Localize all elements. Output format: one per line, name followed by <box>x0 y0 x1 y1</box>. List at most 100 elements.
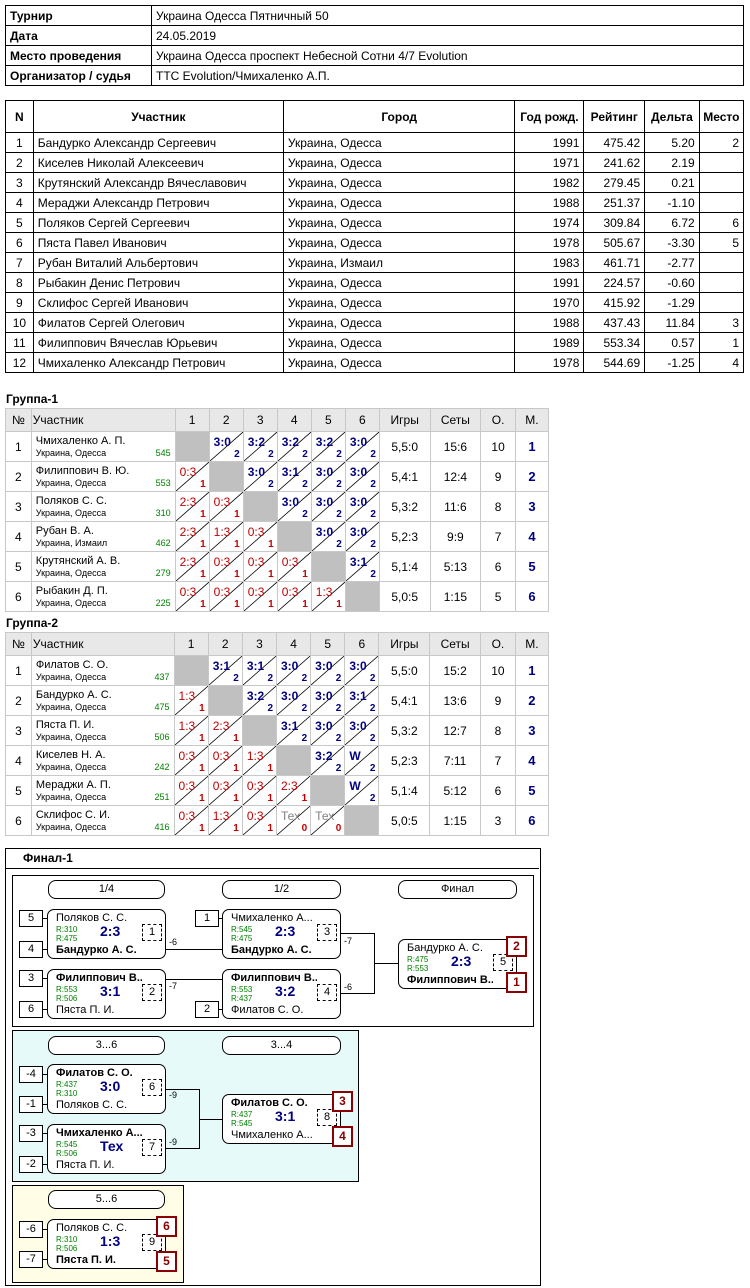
match-result-cell: 3:1 2 <box>344 685 380 716</box>
group-row-number: 5 <box>5 551 32 582</box>
match-result-cell: 0:3 1 <box>173 775 209 806</box>
participant-cell: 544.69 <box>583 352 646 373</box>
round-label-final: Финал <box>398 880 517 899</box>
participant-cell: 5.20 <box>644 132 700 153</box>
seed-box: -1 <box>19 1096 43 1113</box>
match-result: 0:3 1 <box>209 552 243 581</box>
group-points: 7 <box>480 521 516 552</box>
match-box-8[interactable]: Филатов С. О. R:437 R:545 3:1 8 Чмихален… <box>222 1094 341 1144</box>
player-rating: 553 <box>155 478 171 488</box>
match-result: 3:2 2 <box>243 432 277 461</box>
group-2-title: Группа-2 <box>6 616 59 630</box>
match-result: 1:3 1 <box>174 716 208 745</box>
group-row-number: 2 <box>5 685 32 716</box>
match-score: 0:3 <box>246 779 264 793</box>
match-result: 3:0 2 <box>311 686 345 715</box>
match-player-1: Филиппович В... <box>56 972 142 984</box>
seed-box: -4 <box>19 1066 43 1083</box>
group-col-header: Участник <box>30 408 176 432</box>
group-place: 3 <box>514 491 550 522</box>
self-cell <box>242 491 278 522</box>
group-header-row: № Участник 1 2 3 4 5 6 Игры Сеты О. М. <box>5 632 550 656</box>
round-label-5-6: 5...6 <box>48 1190 165 1209</box>
participant-cell: -1.29 <box>644 292 700 313</box>
match-points: 1 <box>268 569 274 580</box>
participant-cell: 6 <box>5 232 34 253</box>
match-score: Тех <box>281 809 301 823</box>
diagonal-divider <box>311 656 345 685</box>
group-place: 2 <box>514 685 550 716</box>
participants-body: 1 Бандурко Александр Сергеевич Украина, Од… <box>5 132 745 373</box>
match-box-1[interactable]: Поляков С. С. R:310 R:475 2:3 1 Бандурко… <box>47 909 166 959</box>
participant-cell: Украина, Одесса <box>282 232 516 253</box>
match-score: 1:3 <box>178 689 196 703</box>
match-points: 1 <box>267 793 273 804</box>
group-row-number: 1 <box>5 431 32 462</box>
group-games: 5,5:0 <box>378 431 431 462</box>
match-box-4[interactable]: Филиппович В... R:553 R:437 3:2 4 Филато… <box>222 969 341 1019</box>
player-name: Крутянский А. В. <box>35 554 121 567</box>
match-box-2[interactable]: Филиппович В... R:553 R:506 3:1 2 Пяста … <box>47 969 166 1019</box>
match-box-final[interactable]: Бандурко А. С. R:475 R:553 2:3 5 Филиппо… <box>398 939 517 989</box>
diagonal-divider <box>243 522 277 551</box>
player-city: Украина, Одесса <box>35 477 107 488</box>
match-number: 1 <box>142 924 162 941</box>
match-result: 3:0 2 <box>243 462 277 491</box>
match-result: 0:3 1 <box>243 552 277 581</box>
info-value: Украина Одесса проспект Небесной Сотни 4… <box>151 45 744 66</box>
round-label-quarterfinal: 1/4 <box>48 880 165 899</box>
participant-row: 8 Рыбакин Денис Петрович Украина, Одесса 19… <box>5 272 745 293</box>
diagonal-divider <box>209 492 243 521</box>
match-result: 0:3 1 <box>208 776 242 805</box>
match-box-6[interactable]: Филатов С. О. R:437 R:310 3:0 6 Поляков … <box>47 1064 166 1114</box>
diagonal-divider <box>175 522 209 551</box>
group-row: 2 Филиппович В. Ю. Украина, Одесса 553 0:3 1 3… <box>5 461 550 492</box>
match-score: 2:3 <box>212 719 230 733</box>
participant-cell: 1978 <box>514 352 585 373</box>
group-col-header: Игры <box>378 632 431 656</box>
participant-cell: Бандурко Александр Сергеевич <box>32 132 284 153</box>
match-points: 2 <box>234 449 240 460</box>
match-box-9[interactable]: Поляков С. С. R:310 R:506 1:3 9 Пяста П.… <box>47 1219 166 1269</box>
match-box-7[interactable]: Чмихаленко А... R:545 R:506 Тех 7 Пяста … <box>47 1124 166 1174</box>
match-result-cell: 3:1 2 <box>344 551 380 582</box>
match-result-cell: 0:3 1 <box>242 551 278 582</box>
match-player-1: Поляков С. С. <box>56 912 128 924</box>
connector-line <box>340 993 374 994</box>
match-points: 2 <box>267 703 273 714</box>
match-points: 1 <box>302 599 308 610</box>
group-player: Пяста П. И. Украина, Одесса 506 <box>30 715 175 746</box>
match-number: 5 <box>493 954 513 971</box>
group-row: 3 Поляков С. С. Украина, Одесса 310 2:3 1 0:3 1… <box>5 491 550 522</box>
match-result-cell: 3:0 2 <box>344 521 380 552</box>
match-result-cell: 1:3 1 <box>310 581 346 612</box>
round-label-3-4: 3...4 <box>222 1036 341 1055</box>
match-rating-1: R:310 <box>56 1235 78 1244</box>
match-points: 2 <box>267 673 273 684</box>
connector-line <box>40 1164 47 1165</box>
group-sets: 13:6 <box>429 685 482 716</box>
diagonal-divider <box>242 806 276 835</box>
match-points: 2 <box>336 479 342 490</box>
match-box-3[interactable]: Чмихаленко А... R:545 R:475 2:3 3 Бандур… <box>222 909 341 959</box>
participant-cell: 1991 <box>514 132 585 153</box>
match-player-2: Чмихаленко А... <box>231 1129 313 1141</box>
group-place: 3 <box>514 715 550 746</box>
match-result-cell: 0:3 1 <box>207 775 243 806</box>
self-cell <box>276 521 312 552</box>
group-row-number: 6 <box>5 805 32 836</box>
participant-cell <box>698 192 745 213</box>
group-player: Бандурко А. С. Украина, Одесса 475 <box>30 685 175 716</box>
connector-line <box>165 1089 199 1090</box>
diagonal-divider <box>277 462 311 491</box>
participants-header: N Участник Город Год рожд. Рейтинг Дельт… <box>5 100 745 133</box>
match-points: 1 <box>199 793 205 804</box>
group-col-header: Игры <box>378 408 431 432</box>
self-cell <box>207 685 243 716</box>
match-score: 0:3 <box>213 555 231 569</box>
match-score: 3:0 <box>281 689 299 703</box>
player-city: Украина, Одесса <box>35 761 107 772</box>
diagonal-divider <box>277 716 311 745</box>
match-score: 0:3 <box>179 585 197 599</box>
